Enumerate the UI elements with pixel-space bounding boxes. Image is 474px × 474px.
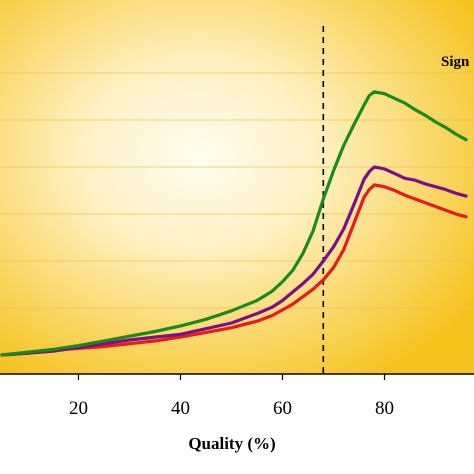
plot-area-background — [0, 0, 474, 374]
legend-series-label: Sign — [441, 54, 470, 70]
x-axis-ticks: 20 40 60 80 — [69, 374, 394, 419]
x-tick-label: 80 — [375, 398, 394, 419]
plot-layer — [0, 26, 468, 374]
x-tick-label: 60 — [273, 398, 292, 419]
series-line-3 — [0, 183, 468, 357]
gridlines — [0, 72, 474, 309]
series-layer — [0, 90, 468, 357]
series-line-1 — [0, 90, 468, 357]
x-axis-title: Quality (%) — [188, 434, 275, 453]
x-tick-label: 40 — [171, 398, 190, 419]
series-line-2 — [0, 165, 468, 357]
x-tick-label: 20 — [69, 398, 88, 419]
